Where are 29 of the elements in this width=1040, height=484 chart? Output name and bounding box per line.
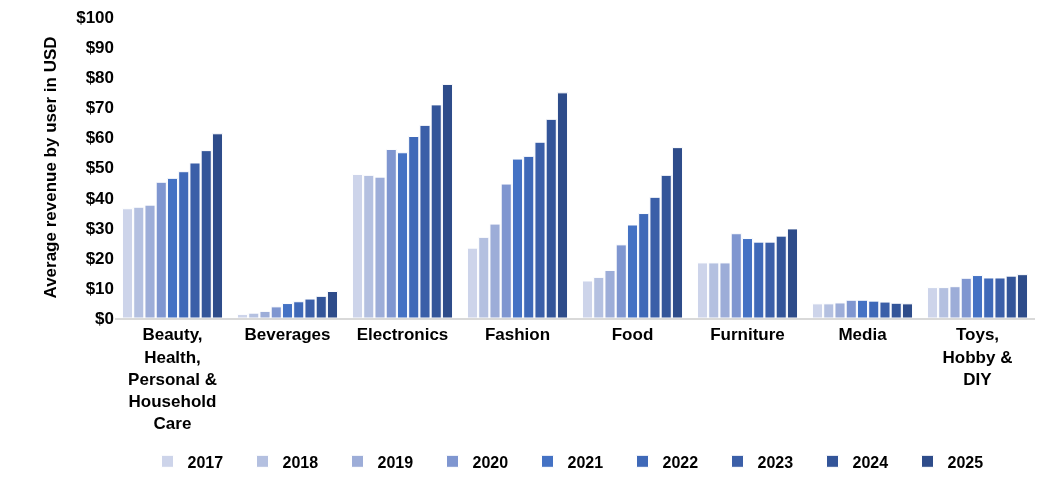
x-tick-label: Toys, Hobby & DIY: [942, 325, 1013, 389]
legend-label: 2021: [567, 453, 604, 471]
y-tick-label: $60: [85, 128, 114, 148]
legend-label: 2022: [662, 453, 699, 471]
y-tick-label: $80: [85, 68, 114, 88]
y-tick-label: $100: [76, 7, 114, 27]
y-tick-label: $70: [85, 98, 114, 118]
x-tick-label: Electronics: [356, 325, 449, 345]
y-tick-label: $20: [85, 248, 114, 268]
y-tick-label: $0: [95, 308, 114, 328]
x-tick-label: Beverages: [244, 325, 331, 345]
y-tick-label: $40: [85, 188, 114, 208]
legend-label: 2019: [377, 453, 414, 471]
legend-label: 2024: [852, 453, 889, 471]
legend-label: 2018: [282, 453, 319, 471]
legend-label: 2020: [472, 453, 509, 471]
legend-label: 2023: [757, 453, 794, 471]
y-tick-label: $50: [85, 158, 114, 178]
x-tick-label: Beauty, Health, Personal & Household Care: [128, 325, 217, 433]
x-tick-label: Fashion: [484, 325, 551, 345]
legend-label: 2025: [947, 453, 984, 471]
y-tick-label: $10: [85, 278, 114, 298]
legend-label: 2017: [187, 453, 224, 471]
y-axis-title: Average revenue by user in USD: [40, 36, 60, 299]
y-tick-label: $30: [85, 218, 114, 238]
x-tick-label: Media: [838, 325, 888, 345]
x-tick-label: Furniture: [710, 325, 785, 345]
x-tick-label: Food: [611, 325, 654, 345]
y-tick-label: $90: [85, 38, 114, 58]
